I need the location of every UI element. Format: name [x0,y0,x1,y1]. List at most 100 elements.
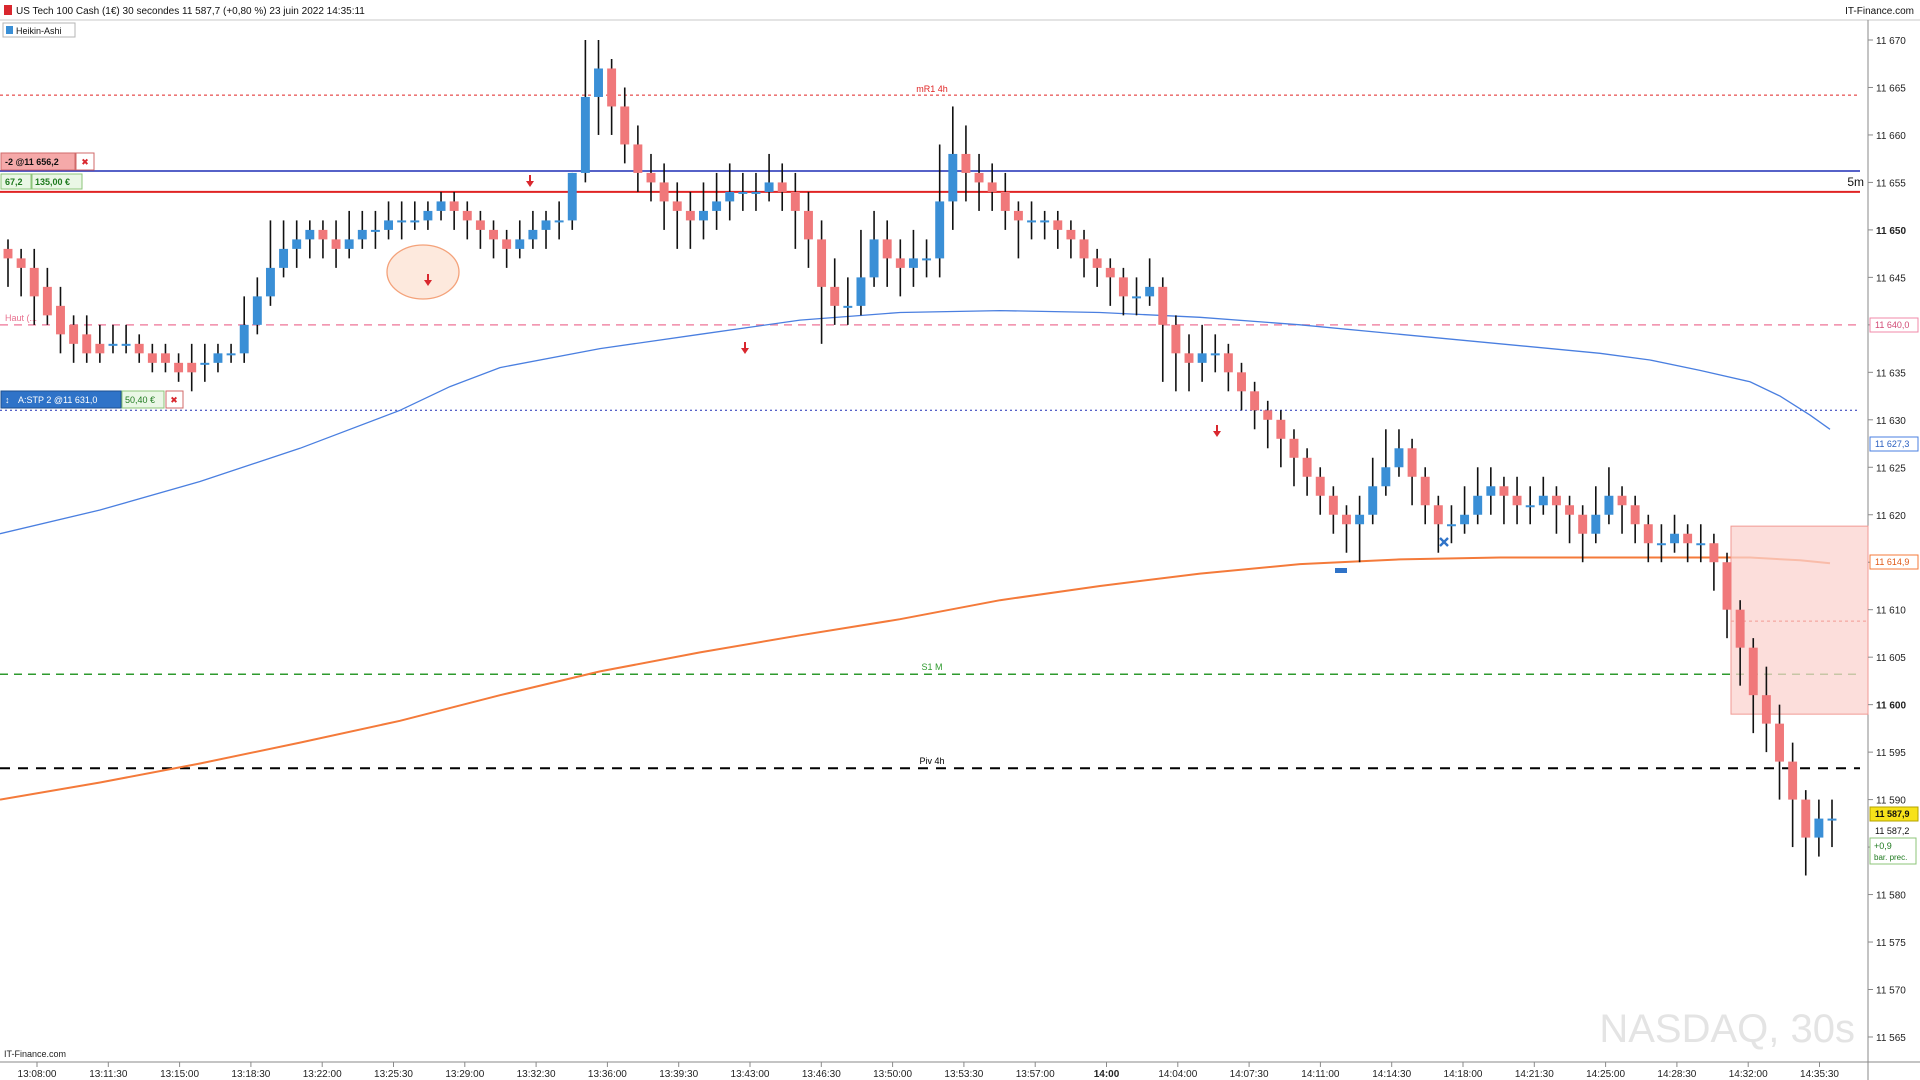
candle [56,286,65,354]
candle-body-bull [305,229,315,240]
candle [292,220,302,268]
candle-body-bull [935,201,945,259]
candle-body-bear [16,258,26,268]
candle-body-bull [699,210,708,221]
candle [1643,514,1653,563]
candle-body-bull [1210,353,1220,356]
orange-moving-average [0,556,1831,801]
candle [423,201,433,230]
candle [685,191,695,249]
candle-body-bear [1565,505,1575,515]
candle-body-bear [82,334,92,354]
candle [567,172,577,230]
candle [869,210,879,287]
x-tick-label: 14:18:00 [1444,1069,1483,1080]
sell-arrow-icon [1213,425,1221,437]
svg-text:11 614,9: 11 614,9 [1875,557,1909,567]
candle-body-bear [449,201,459,211]
candle [213,343,223,373]
candle-body-bear [987,182,997,192]
candle-body-bear [489,229,498,240]
candle-body-bull [948,153,958,202]
candle [475,210,485,249]
candle-body-bear [1630,505,1640,525]
candle-body-bear [1748,647,1758,696]
candle [1145,258,1155,306]
candle [672,182,682,249]
candle-body-bear [1302,457,1312,477]
candle [712,172,722,230]
candle [1105,258,1115,306]
candle-body-bull [1197,353,1207,363]
x-tick-label: 13:53:30 [944,1069,983,1080]
y-tick-label: 11 605 [1876,653,1906,664]
candle-body-bull [843,305,853,308]
drag-handle-icon[interactable]: ↕ [5,395,10,405]
candle-body-bear [1118,277,1128,297]
candle-body-bull [1604,495,1614,515]
candle [1342,505,1351,553]
position-label: -2 @11 656,2 [5,157,59,167]
candle-body-bull [580,96,590,173]
candle [318,220,328,259]
candle [580,40,590,183]
candle [42,267,52,325]
candle [1000,172,1010,230]
candle-body-bull [764,182,774,192]
svg-text:11 587,9: 11 587,9 [1875,809,1910,819]
candle [1617,486,1627,534]
candle-body-bear [1092,258,1102,268]
x-tick-label: 13:32:30 [517,1069,556,1080]
heikin-ashi-icon [6,26,13,34]
candle [1394,429,1404,477]
candle-body-bull [869,239,879,278]
candle [607,58,617,135]
y-tick-label: 11 645 [1876,273,1906,284]
stop-order-label: A:STP 2 @11 631,0 [18,395,97,405]
candle-body-bear [1617,495,1627,506]
candle [1486,467,1496,515]
candle-body-bear [1171,324,1181,354]
candle-body-bear [1761,695,1771,724]
candle [1565,495,1575,544]
candle-body-bear [1276,419,1286,439]
x-tick-label: 13:36:00 [588,1069,627,1080]
candle [803,191,813,268]
candle-body-bear [817,239,827,287]
candle [252,277,262,335]
x-tick-label: 13:11:30 [89,1069,128,1080]
candle-body-bull [397,220,407,223]
cancel-stop-icon[interactable]: ✖ [170,395,178,405]
close-position-icon[interactable]: ✖ [81,157,89,167]
candle [1420,467,1430,525]
candle-body-bear [95,343,105,354]
candle-body-bear [1237,372,1246,392]
candle-body-bear [685,210,695,221]
candle [777,163,787,211]
candle-body-bull [1040,220,1050,223]
candle [134,334,144,363]
legend-chip[interactable]: Heikin-Ashi [2,22,76,38]
candle-body-bear [174,362,184,373]
watermark: NASDAQ, 30s [1599,1007,1855,1051]
candle-body-bull [515,239,525,249]
candle [1525,486,1535,525]
x-tick-label: 13:18:30 [231,1069,270,1080]
candle [1446,505,1456,544]
candle-body-bear [1184,353,1194,363]
candle-body-bear [134,343,144,354]
candle-body-bear [790,191,800,211]
position-order-tag[interactable]: -2 @11 656,2 ✖ [0,152,95,171]
candle-body-bull [1486,486,1496,496]
candle [1210,334,1220,373]
candle-body-bull [594,68,603,97]
x-tick-label: 13:22:00 [303,1069,342,1080]
candle-body-bull [370,229,380,232]
candle-body-bear [1788,761,1798,800]
stop-order-tag[interactable]: ↕ A:STP 2 @11 631,0 50,40 € ✖ [0,390,184,409]
candle-body-bull [344,239,354,249]
x-tick-label: 14:32:00 [1729,1069,1768,1080]
candle [620,87,630,164]
candle [3,239,13,287]
y-tick-label: 11 570 [1876,986,1906,997]
